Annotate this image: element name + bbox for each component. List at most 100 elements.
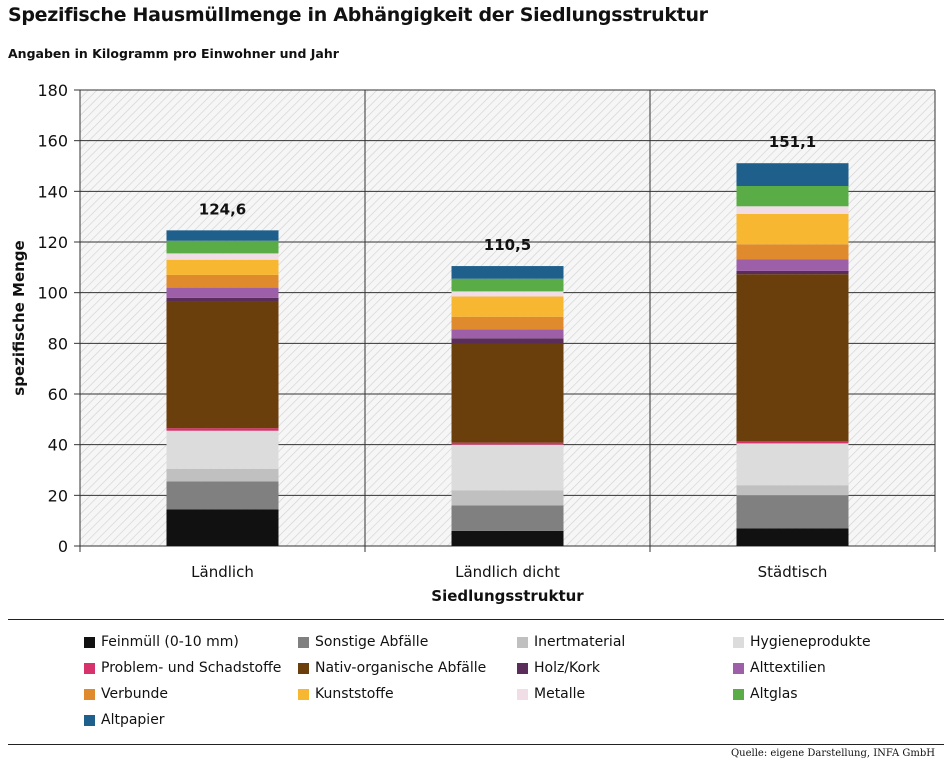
chart-title: Spezifische Hausmüllmenge in Abhängigkei… [8,4,708,26]
bar-segment-2-8 [451,329,564,339]
legend-item: Feinmüll (0-10 mm) [84,634,239,650]
legend-item: Alttextilien [733,660,826,676]
bar-segment-2-3 [451,490,564,506]
y-tick-label: 140 [37,182,68,201]
bar-segment-3-6 [736,274,849,442]
bar-segment-2-1 [451,530,564,546]
bar-segment-3-3 [736,485,849,496]
legend-label: Metalle [534,686,586,702]
legend-label: Hygieneprodukte [750,634,871,650]
legend-swatch [298,662,309,674]
y-tick-label: 160 [37,132,68,151]
bar-segment-1-8 [166,287,279,298]
bar-segment-3-11 [736,206,849,214]
bar-segment-1-3 [166,468,279,482]
x-tick-label-3: Städtisch [758,563,828,581]
bar-segment-1-5 [166,428,279,431]
legend-swatch [517,688,528,700]
legend-label: Altpapier [101,712,165,728]
bar-segment-3-7 [736,270,849,275]
x-tick-label-2: Ländlich dicht [455,563,560,581]
bar-segment-1-11 [166,253,279,260]
bar-segment-1-7 [166,297,279,302]
legend-label: Nativ-organische Abfälle [315,660,487,676]
bar-segment-1-4 [166,430,279,469]
legend-item: Sonstige Abfälle [298,634,428,650]
legend-item: Problem- und Schadstoffe [84,660,281,676]
bar-segment-2-2 [451,505,564,531]
bar-segment-3-9 [736,244,849,260]
legend-label: Altglas [750,686,798,702]
legend-label: Inertmaterial [534,634,626,650]
bar-segment-3-5 [736,441,849,444]
legend-swatch [298,688,309,700]
bar-segment-1-1 [166,509,279,546]
legend-label: Verbunde [101,686,168,702]
legend-label: Feinmüll (0-10 mm) [101,634,239,650]
x-axis-label: Siedlungsstruktur [431,587,584,605]
legend-swatch [517,636,528,648]
y-axis-label: spezifische Menge [10,240,28,395]
bar-segment-2-5 [451,442,564,445]
bar-segment-3-12 [736,186,849,207]
y-tick-label: 100 [37,284,68,303]
bar-segment-2-9 [451,316,564,330]
legend-divider-top [8,619,944,620]
bar-segment-1-10 [166,259,279,275]
legend-item: Hygieneprodukte [733,634,871,650]
bar-segment-3-13 [736,163,849,187]
bar-segment-1-6 [166,301,279,429]
bar-segment-2-12 [451,278,564,292]
y-tick-label: 80 [48,334,68,353]
bar-segment-3-10 [736,213,849,245]
y-tick-label: 0 [58,537,68,556]
bar-segment-1-2 [166,481,279,510]
legend-swatch [84,636,95,648]
bar-segment-2-7 [451,338,564,344]
legend-item: Altglas [733,686,798,702]
legend-swatch [84,714,95,726]
bar-segment-3-2 [736,495,849,529]
legend-item: Altpapier [84,712,165,728]
legend-item: Nativ-organische Abfälle [298,660,486,676]
y-tick-label: 40 [48,436,68,455]
bar-segment-2-11 [451,291,564,297]
total-label-1: 124,6 [199,200,246,218]
y-tick-label: 180 [37,81,68,100]
y-tick-label: 120 [37,233,68,252]
y-tick-label: 20 [48,486,68,505]
legend-swatch [733,662,744,674]
legend-swatch [733,688,744,700]
legend-swatch [84,662,95,674]
source-note: Quelle: eigene Darstellung, INFA GmbH [730,748,935,759]
bar-segment-1-12 [166,240,279,254]
total-label-3: 151,1 [769,133,816,151]
legend-item: Verbunde [84,686,168,702]
bar-segment-2-10 [451,296,564,317]
bar-segment-2-4 [451,444,564,491]
x-tick-label-1: Ländlich [191,563,254,581]
legend-swatch [733,636,744,648]
bar-segment-1-9 [166,274,279,288]
legend-label: Holz/Kork [534,660,600,676]
legend-item: Kunststoffe [298,686,394,702]
legend-label: Problem- und Schadstoffe [101,660,282,676]
chart-canvas: 0 20 40 60 80 100 120 140 160 180 124,6 Ländlich 110… [10,81,936,605]
legend-label: Kunststoffe [315,686,394,702]
bar-segment-3-8 [736,259,849,271]
legend-swatch [84,688,95,700]
legend-label: Alttextilien [750,660,826,676]
bar-segment-2-6 [451,343,564,443]
bar-segment-3-1 [736,528,849,546]
legend-item: Metalle [517,686,585,702]
legend-item: Inertmaterial [517,634,625,650]
bar-segment-1-13 [166,230,279,241]
bar-segment-2-13 [451,266,564,279]
y-tick-label: 60 [48,385,68,404]
legend-label: Sonstige Abfälle [315,634,429,650]
legend-swatch [517,662,528,674]
chart-subtitle: Angaben in Kilogramm pro Einwohner und J… [8,46,339,61]
legend-divider-bottom [8,744,944,745]
legend-item: Holz/Kork [517,660,600,676]
total-label-2: 110,5 [484,236,531,254]
